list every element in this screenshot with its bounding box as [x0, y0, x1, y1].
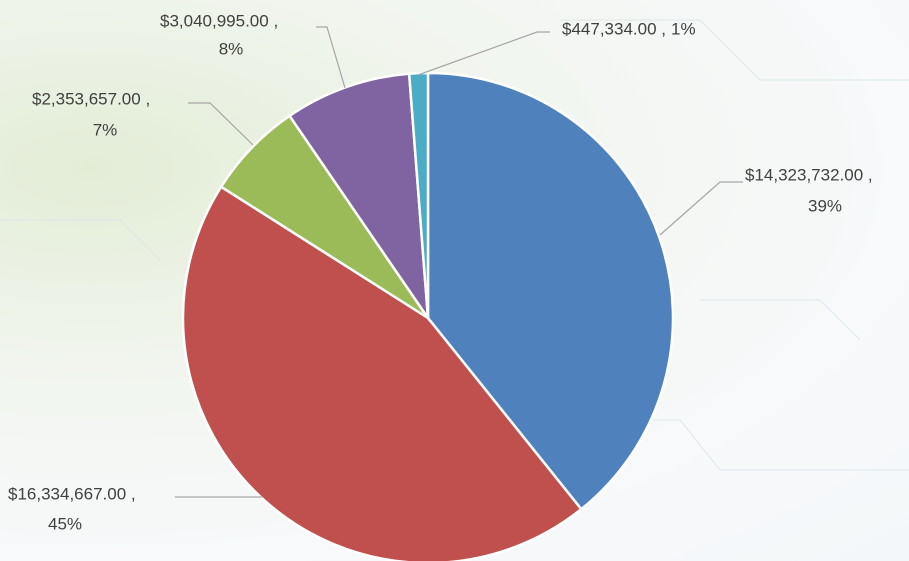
- pie-slice: [287, 72, 430, 323]
- data-label: $16,334,667.00 ,: [8, 484, 136, 503]
- pie-slice: [181, 185, 584, 561]
- percent-label: 45%: [48, 514, 82, 533]
- percent-label: 1%: [671, 19, 696, 38]
- percent-label: 39%: [808, 196, 842, 215]
- data-label: $2,353,657.00 ,: [32, 89, 150, 108]
- data-label: $447,334.00 ,: [562, 19, 666, 38]
- leader-line: [659, 181, 743, 236]
- percent-label: 8%: [219, 39, 244, 58]
- pie-slice: [407, 71, 430, 319]
- pie-slice: [426, 71, 675, 511]
- leader-line: [316, 26, 346, 89]
- leader-line: [188, 102, 254, 146]
- data-label: $3,040,995.00 ,: [160, 11, 278, 30]
- leader-line: [417, 31, 550, 76]
- percent-label: 7%: [93, 120, 118, 139]
- data-label: $14,323,732.00 ,: [745, 165, 873, 184]
